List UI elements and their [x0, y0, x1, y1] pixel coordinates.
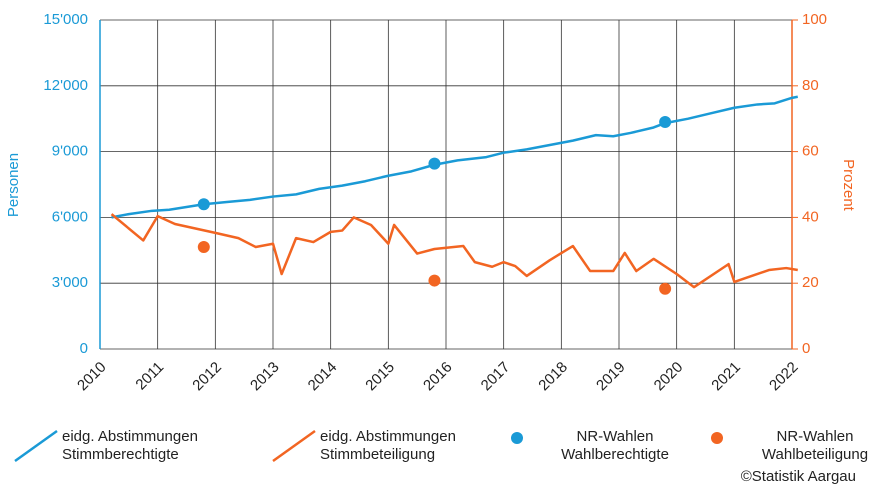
x-tick-label: 2018 — [535, 359, 571, 395]
x-tick-label: 2014 — [305, 359, 341, 395]
legend-item: NR-Wahlen Wahlberechtigte — [505, 428, 685, 464]
x-tick-label: 2011 — [132, 359, 167, 394]
point — [197, 241, 210, 254]
y2-tick-label: 0 — [802, 340, 810, 357]
legend-dot — [711, 432, 723, 444]
y2-tick-label: 40 — [802, 208, 819, 225]
y2-tick-label: 80 — [802, 77, 819, 94]
x-tick-label: 2010 — [74, 359, 110, 395]
y2-tick-label: 60 — [802, 143, 819, 160]
legend-label: NR-Wahlen Wahlbeteiligung — [761, 428, 869, 463]
line — [110, 213, 798, 289]
y2-tick-label: 100 — [802, 11, 827, 28]
point — [659, 115, 672, 128]
x-tick-label: 2013 — [247, 359, 283, 395]
y2-axis-label: Prozent — [840, 159, 857, 212]
y-tick-label: 12'000 — [43, 77, 88, 94]
legend-label: NR-Wahlen Wahlberechtigte — [561, 428, 669, 463]
x-tick-label: 2015 — [362, 359, 398, 395]
y-axis-label: Personen — [5, 153, 22, 217]
line — [111, 95, 799, 219]
x-tick-label: 2022 — [766, 359, 802, 395]
legend-item: eidg. Abstimmungen Stimmbeteiligung — [270, 428, 495, 464]
y-tick-label: 15'000 — [43, 11, 88, 28]
legend-icon — [272, 429, 316, 463]
x-tick-label: 2017 — [478, 359, 514, 395]
x-tick-label: 2016 — [420, 359, 456, 395]
legend-item: eidg. Abstimmungen Stimmberechtigte — [12, 428, 237, 464]
legend-label: eidg. Abstimmungen Stimmberechtigte — [62, 428, 198, 463]
x-tick-label: 2012 — [189, 359, 225, 395]
credit: ©Statistik Aargau — [740, 468, 856, 485]
y2-tick-label: 20 — [802, 274, 819, 291]
legend-line — [14, 429, 58, 463]
point — [659, 282, 672, 295]
legend-line — [272, 429, 316, 463]
y-tick-label: 9'000 — [52, 143, 88, 160]
legend-item: NR-Wahlen Wahlbeteiligung — [705, 428, 870, 464]
x-tick-label: 2020 — [651, 359, 687, 395]
legend-icon — [511, 432, 523, 444]
chart: Personen Prozent 0 3'000 6'000 9'000 12'000 1… — [5, 11, 857, 395]
x-tick-label: 2021 — [708, 359, 744, 395]
legend-icon — [711, 432, 723, 444]
legend-icon — [14, 429, 58, 463]
x-tick-label: 2019 — [593, 359, 629, 395]
legend-dot — [511, 432, 523, 444]
y-tick-label: 3'000 — [52, 274, 88, 291]
y-tick-label: 0 — [80, 340, 88, 357]
legend-label: eidg. Abstimmungen Stimmbeteiligung — [320, 428, 456, 463]
y-tick-label: 6'000 — [52, 208, 88, 225]
point — [428, 157, 441, 170]
point — [197, 198, 210, 211]
legend: eidg. Abstimmungen Stimmberechtigte eidg.… — [0, 428, 870, 468]
point — [428, 274, 441, 287]
